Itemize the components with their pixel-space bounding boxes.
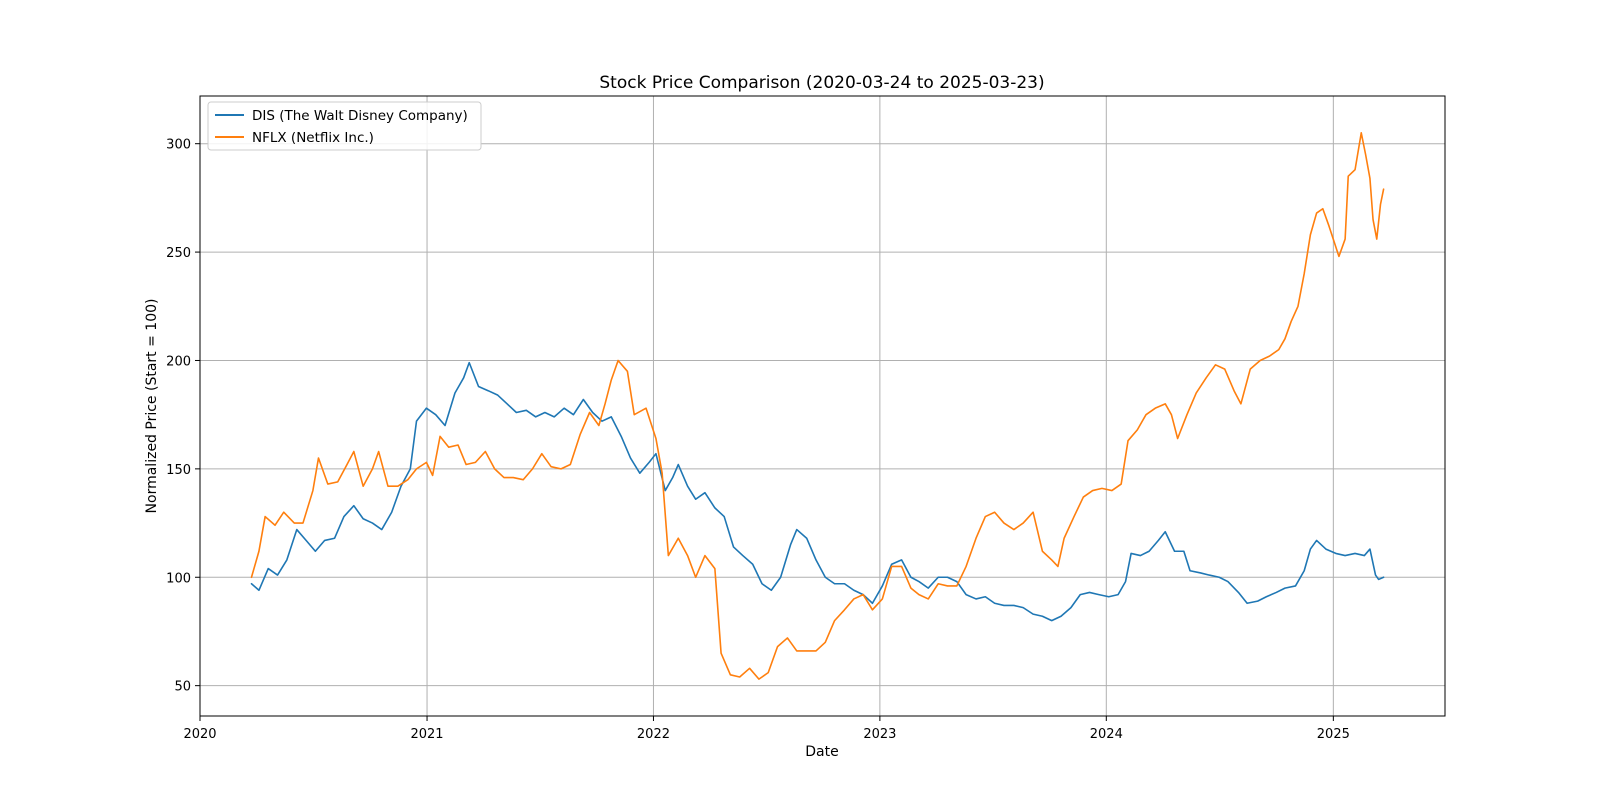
- legend-label-dis: DIS (The Walt Disney Company): [252, 108, 468, 124]
- y-axis-title: Normalized Price (Start = 100): [144, 299, 160, 514]
- x-axis-title: Date: [805, 744, 838, 760]
- plot-frame: [199, 95, 1446, 717]
- y-tick-label-300: 300: [166, 138, 191, 153]
- chart-title: Stock Price Comparison (2020-03-24 to 20…: [599, 73, 1044, 93]
- y-tick-label-150: 150: [166, 463, 191, 478]
- x-tick-label-2022: 2022: [637, 727, 670, 742]
- y-tick-label-50: 50: [174, 680, 191, 695]
- legend-label-nflx: NFLX (Netflix Inc.): [252, 130, 374, 146]
- grid-layer: [199, 96, 1445, 716]
- series-line-dis: [250, 361, 1385, 622]
- legend: DIS (The Walt Disney Company) NFLX (Netf…: [207, 101, 482, 151]
- x-tick-label-2024: 2024: [1090, 727, 1123, 742]
- plot-area: [200, 96, 1445, 716]
- y-tick-label-250: 250: [166, 246, 191, 261]
- x-tick-label-2023: 2023: [863, 727, 896, 742]
- y-tick-label-200: 200: [166, 354, 191, 369]
- y-tick-label-100: 100: [166, 571, 191, 586]
- tick-layer: 2020 2021 2022 2023 2024 2025 50 100 150 200 250 30…: [166, 138, 1350, 742]
- series-layer: [250, 132, 1385, 680]
- series-line-nflx: [250, 132, 1385, 680]
- x-tick-label-2021: 2021: [410, 727, 443, 742]
- x-tick-label-2025: 2025: [1317, 727, 1350, 742]
- legend-box: [207, 101, 482, 151]
- x-tick-label-2020: 2020: [183, 727, 216, 742]
